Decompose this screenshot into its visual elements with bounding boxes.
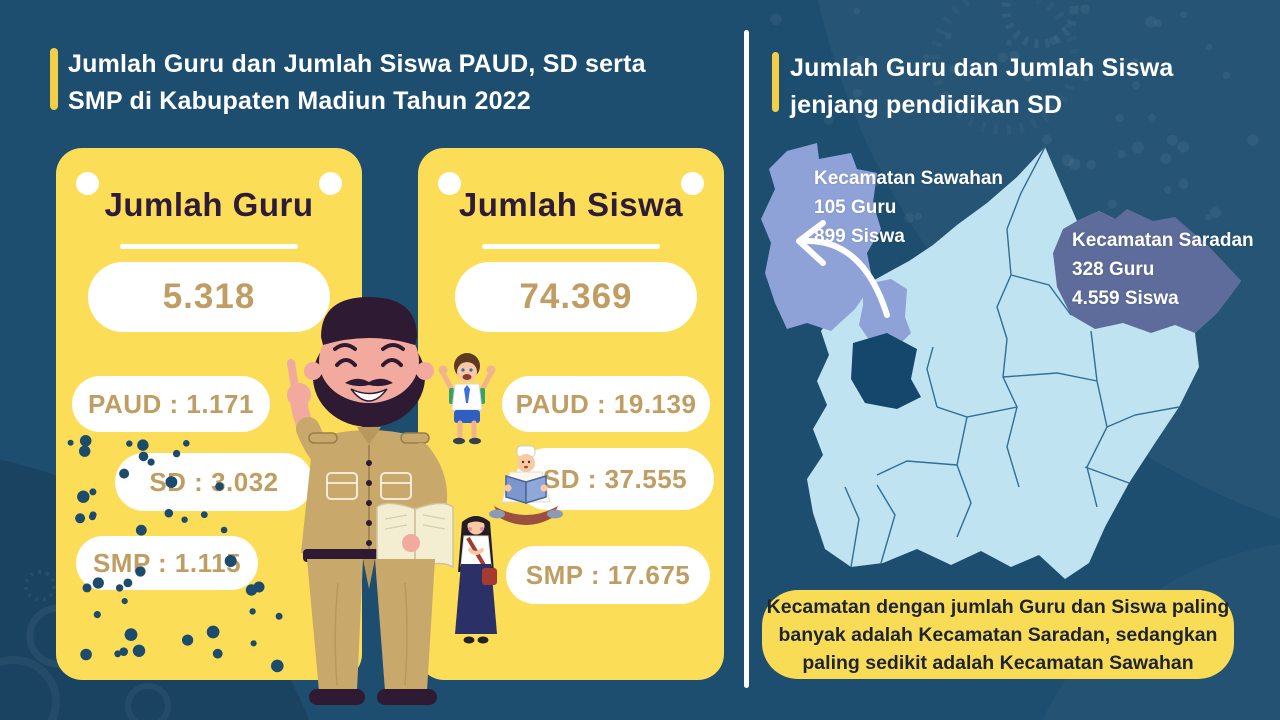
- guru-total-pill: 5.318: [88, 262, 330, 332]
- left-panel-title: Jumlah Guru dan Jumlah Siswa PAUD, SD se…: [68, 46, 646, 120]
- right-title-line1: Jumlah Guru dan Jumlah Siswa: [790, 54, 1174, 82]
- right-panel-title: Jumlah Guru dan Jumlah Siswa jenjang pen…: [790, 50, 1173, 124]
- madiun-districts-map: [761, 143, 1241, 579]
- book-icon: [376, 502, 454, 571]
- card-pin-hole: [438, 172, 461, 195]
- note-line2: banyak adalah Kecamatan Saradan, sedangk…: [778, 623, 1218, 646]
- siswa-total-pill: 74.369: [455, 262, 697, 332]
- teacher-illustration: [287, 297, 454, 705]
- sawahan-label: Kecamatan Sawahan 105 Guru 899 Siswa: [814, 164, 1003, 251]
- left-title-line2: SMP di Kabupaten Madiun Tahun 2022: [68, 87, 531, 115]
- saradan-label: Kecamatan Saradan 328 Guru 4.559 Siswa: [1072, 226, 1254, 313]
- reading-boy-illustration: [489, 445, 563, 525]
- right-title-accent-bar: [772, 52, 779, 112]
- saradan-region: [1053, 209, 1241, 333]
- saradan-guru: 328 Guru: [1072, 259, 1155, 280]
- guru-smp-pill: SMP : 1.115: [76, 536, 258, 590]
- section-divider: [744, 30, 749, 688]
- saradan-siswa: 4.559 Siswa: [1072, 288, 1179, 309]
- siswa-card-title: Jumlah Siswa: [458, 186, 684, 223]
- guru-paud-pill: PAUD : 1.171: [72, 376, 270, 432]
- note-line3: paling sedikit adalah Kecamatan Sawahan: [802, 651, 1194, 674]
- district-borders: [844, 147, 1180, 568]
- saradan-name: Kecamatan Saradan: [1072, 230, 1254, 251]
- card-pin-hole: [76, 172, 99, 195]
- right-title-line2: jenjang pendidikan SD: [790, 91, 1063, 119]
- left-title-line1: Jumlah Guru dan Jumlah Siswa PAUD, SD se…: [68, 50, 646, 78]
- schoolgirl-illustration: [455, 516, 497, 644]
- note-line1: Kecamatan dengan jumlah Guru dan Siswa p…: [766, 595, 1230, 618]
- card-pin-hole: [319, 172, 342, 195]
- title-underline: [120, 244, 298, 249]
- sawahan-siswa: 899 Siswa: [814, 226, 905, 247]
- siswa-paud-pill: PAUD : 19.139: [502, 376, 710, 432]
- city-hole: [851, 333, 921, 409]
- guru-card-title: Jumlah Guru: [104, 186, 314, 223]
- sawahan-guru: 105 Guru: [814, 197, 897, 218]
- siswa-smp-pill: SMP : 17.675: [506, 546, 710, 604]
- title-underline: [482, 244, 660, 249]
- sawahan-name: Kecamatan Sawahan: [814, 168, 1004, 189]
- sawahan-enlarged-region: [761, 143, 881, 331]
- card-pin-hole: [681, 172, 704, 195]
- left-title-accent-bar: [50, 48, 58, 110]
- cheering-boy-illustration: [438, 353, 496, 445]
- arrow-icon: [796, 220, 890, 318]
- conclusion-note-box: Kecamatan dengan jumlah Guru dan Siswa p…: [762, 590, 1234, 679]
